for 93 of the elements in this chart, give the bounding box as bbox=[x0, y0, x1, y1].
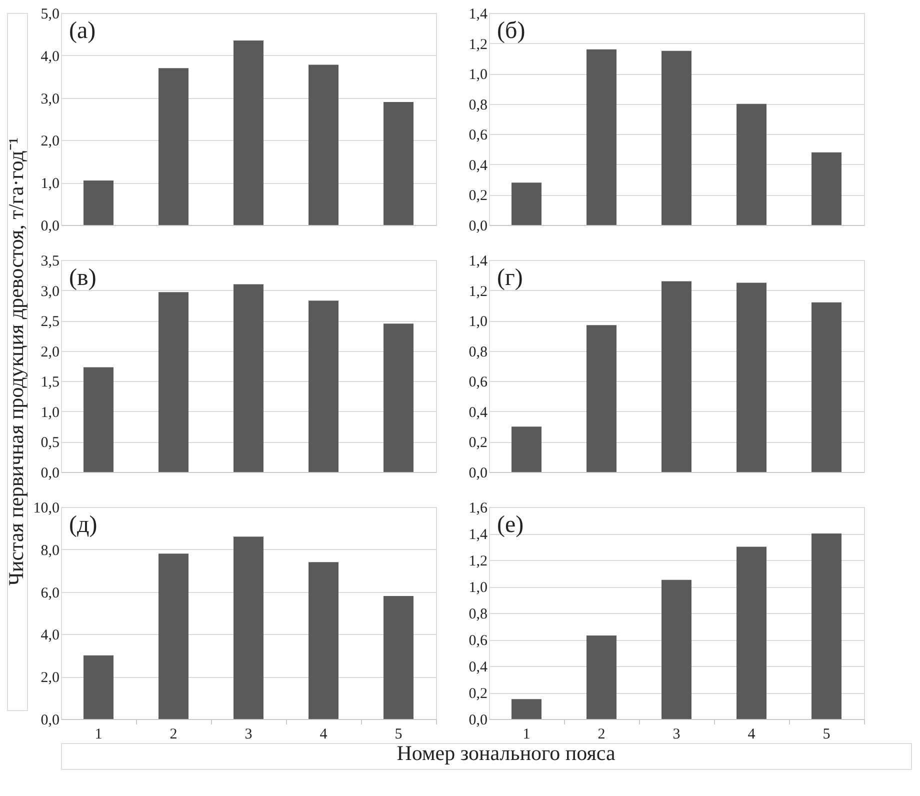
bar bbox=[736, 282, 766, 472]
y-tick-label: 1,2 bbox=[468, 554, 488, 570]
chart-title: (б) bbox=[497, 18, 526, 44]
bar bbox=[586, 636, 616, 719]
y-tick-label: 3,0 bbox=[40, 91, 60, 108]
bar bbox=[384, 324, 414, 472]
y-tick-label: 5,0 bbox=[40, 6, 60, 22]
y-tick-label: 6,0 bbox=[40, 585, 60, 602]
y-tick-label: 4,0 bbox=[40, 628, 60, 644]
x-tick-label: 2 bbox=[170, 726, 178, 742]
y-tick-label: 3,5 bbox=[40, 254, 60, 270]
bar bbox=[158, 554, 188, 719]
y-tick-label: 0,4 bbox=[468, 404, 488, 421]
bar bbox=[234, 40, 264, 225]
bar bbox=[512, 182, 542, 225]
bar bbox=[586, 325, 616, 472]
bar bbox=[158, 292, 188, 472]
bar bbox=[384, 102, 414, 225]
y-tick-label: 4,0 bbox=[40, 48, 60, 65]
chart-title: (в) bbox=[69, 265, 96, 291]
bar bbox=[234, 536, 264, 719]
y-tick-label: 1,0 bbox=[468, 580, 488, 596]
y-tick-label: 1,2 bbox=[468, 284, 488, 300]
y-tick-label: 1,0 bbox=[468, 314, 488, 330]
x-tick-label: 5 bbox=[394, 726, 402, 742]
y-tick-label: 0,0 bbox=[468, 466, 488, 482]
chart-title: (г) bbox=[497, 265, 523, 291]
y-tick-label: 0,6 bbox=[468, 374, 488, 391]
y-tick-label: 0,8 bbox=[468, 606, 488, 622]
bar bbox=[586, 49, 616, 225]
bar bbox=[84, 367, 114, 472]
y-tick-label: 2,0 bbox=[40, 344, 60, 360]
bar bbox=[512, 699, 542, 719]
x-tick-label: 2 bbox=[598, 726, 606, 742]
bar bbox=[158, 68, 188, 225]
y-tick-label: 0,2 bbox=[468, 188, 488, 204]
bar bbox=[84, 180, 114, 225]
x-tick-label: 4 bbox=[320, 726, 328, 742]
bar bbox=[662, 580, 692, 719]
y-tick-label: 2,5 bbox=[40, 314, 60, 330]
bar bbox=[84, 655, 114, 719]
y-tick-label: 1,0 bbox=[40, 404, 60, 421]
y-tick-label: 1,4 bbox=[468, 527, 488, 543]
bar bbox=[812, 534, 842, 719]
bar bbox=[234, 284, 264, 472]
y-tick-label: 0,8 bbox=[468, 97, 488, 114]
bar bbox=[736, 104, 766, 225]
y-tick-label: 0,2 bbox=[468, 686, 488, 702]
chart-title: (а) bbox=[69, 18, 96, 44]
bar bbox=[384, 596, 414, 719]
y-tick-label: 1,4 bbox=[468, 6, 488, 22]
bar bbox=[512, 426, 542, 472]
y-tick-label: 0,5 bbox=[40, 435, 60, 452]
x-tick-label: 3 bbox=[244, 726, 252, 742]
y-tick-label: 1,2 bbox=[468, 36, 488, 53]
y-tick-label: 1,0 bbox=[40, 176, 60, 192]
y-tick-label: 0,6 bbox=[468, 128, 488, 144]
bar bbox=[662, 281, 692, 472]
y-tick-label: 8,0 bbox=[40, 542, 60, 559]
bar bbox=[308, 64, 338, 225]
bar bbox=[662, 50, 692, 225]
bar bbox=[812, 152, 842, 225]
x-tick-label: 1 bbox=[522, 726, 530, 742]
y-tick-label: 0,0 bbox=[468, 712, 488, 728]
y-tick-label: 0,8 bbox=[468, 344, 488, 360]
y-tick-label: 1,5 bbox=[40, 374, 60, 391]
y-tick-label: 2,0 bbox=[40, 134, 60, 150]
x-tick-label: 1 bbox=[94, 726, 102, 742]
chart-title: (д) bbox=[69, 512, 98, 538]
y-tick-label: 0,0 bbox=[40, 466, 60, 482]
bar bbox=[736, 546, 766, 719]
y-axis-title: Чистая первичная продукция древостоя, т/га·год⁻¹ bbox=[4, 137, 28, 586]
bar bbox=[308, 300, 338, 472]
y-tick-label: 10,0 bbox=[33, 500, 60, 516]
x-tick-label: 5 bbox=[822, 726, 830, 742]
bar bbox=[308, 562, 338, 719]
y-tick-label: 0,0 bbox=[468, 218, 488, 234]
y-tick-label: 1,6 bbox=[468, 500, 488, 516]
y-tick-label: 0,4 bbox=[468, 660, 488, 676]
bar bbox=[812, 302, 842, 472]
x-axis-title: Номер зонального пояса bbox=[396, 741, 616, 765]
x-tick-label: 3 bbox=[672, 726, 680, 742]
y-tick-label: 0,0 bbox=[40, 712, 60, 728]
y-tick-label: 1,0 bbox=[468, 67, 488, 84]
y-tick-label: 0,0 bbox=[40, 218, 60, 234]
chart-title: (е) bbox=[497, 512, 524, 538]
y-tick-label: 1,4 bbox=[468, 254, 488, 270]
y-tick-label: 0,2 bbox=[468, 435, 488, 452]
y-tick-label: 2,0 bbox=[40, 670, 60, 686]
y-tick-label: 0,4 bbox=[468, 158, 488, 174]
y-tick-label: 0,6 bbox=[468, 633, 488, 649]
x-tick-label: 4 bbox=[748, 726, 756, 742]
y-tick-label: 3,0 bbox=[40, 284, 60, 300]
